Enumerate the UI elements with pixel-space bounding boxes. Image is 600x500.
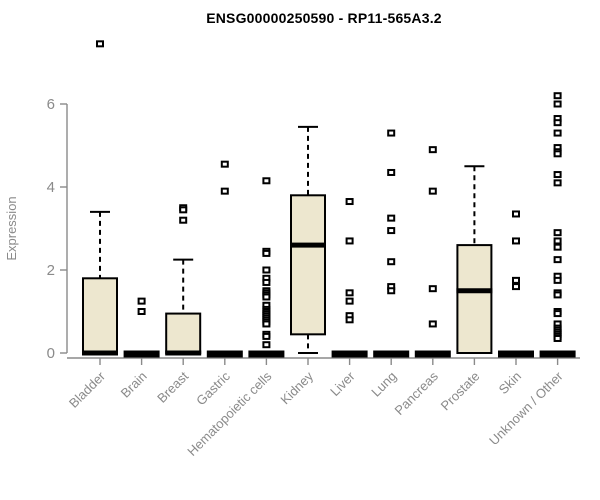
box-collapsed-liver	[331, 350, 368, 358]
outlier-gastric-1	[220, 187, 229, 195]
box-collapsed-gastric	[206, 350, 243, 358]
x-tick-label-unknown-other: Unknown / Other	[486, 368, 566, 448]
box-collapsed-skin	[498, 350, 534, 358]
outlier-skin-1	[512, 237, 520, 245]
outlier-hematopoietic-cells-0	[262, 177, 271, 185]
outlier-unknown-other-9	[553, 179, 562, 187]
box-collapsed-brain	[123, 350, 160, 358]
outlier-unknown-other-0	[553, 92, 562, 100]
median-prostate	[456, 288, 493, 294]
box-bladder	[82, 277, 118, 354]
median-kidney	[290, 242, 326, 248]
x-tick-label-bladder: Bladder	[66, 368, 109, 411]
x-tick-label-liver: Liver	[327, 368, 358, 399]
y-axis-title: Expression	[4, 196, 19, 260]
outlier-skin-3	[512, 283, 520, 291]
x-tick-label-pancreas: Pancreas	[391, 368, 441, 418]
outlier-brain-1	[137, 308, 146, 315]
outlier-bladder-0	[96, 40, 104, 48]
outlier-hematopoietic-cells-2	[262, 249, 271, 257]
outlier-unknown-other-10	[553, 229, 562, 237]
x-tick-label-breast: Breast	[154, 368, 191, 405]
outlier-lung-6	[387, 287, 396, 295]
outlier-breast-2	[179, 216, 188, 224]
outlier-lung-2	[387, 214, 396, 222]
outlier-unknown-other-7	[553, 150, 562, 158]
outlier-skin-2	[512, 276, 520, 284]
outlier-liver-3	[345, 297, 354, 305]
x-tick-label-kidney: Kidney	[277, 368, 316, 407]
outlier-liver-1	[345, 237, 354, 245]
outlier-lung-0	[387, 129, 396, 137]
y-tick-label-0: 0	[47, 345, 55, 362]
box-collapsed-pancreas	[414, 350, 451, 358]
outlier-hematopoietic-cells-18	[262, 320, 271, 328]
outlier-liver-0	[345, 198, 354, 206]
y-tick-label-2: 2	[47, 262, 55, 279]
y-tick-label-6: 6	[47, 96, 55, 113]
outlier-hematopoietic-cells-21	[262, 341, 271, 349]
x-tick-label-prostate: Prostate	[438, 369, 483, 414]
outlier-unknown-other-1	[553, 100, 562, 108]
outlier-unknown-other-26	[553, 334, 562, 342]
box-prostate	[456, 244, 493, 355]
outlier-unknown-other-8	[553, 171, 562, 179]
chart-title: ENSG00000250590 - RP11-565A3.2	[206, 10, 442, 26]
outlier-unknown-other-19	[553, 310, 562, 318]
box-collapsed-lung	[373, 350, 410, 358]
median-bladder	[82, 350, 118, 356]
outlier-unknown-other-12	[553, 243, 562, 251]
outlier-hematopoietic-cells-3	[262, 266, 271, 274]
outlier-unknown-other-3	[553, 119, 562, 127]
outlier-pancreas-1	[428, 187, 437, 195]
outlier-skin-0	[512, 210, 520, 218]
outlier-unknown-other-15	[553, 276, 562, 284]
outlier-pancreas-0	[428, 146, 437, 154]
x-tick-label-gastric: Gastric	[193, 368, 233, 408]
outlier-hematopoietic-cells-5	[262, 278, 271, 286]
y-tick-label-4: 4	[47, 179, 55, 196]
x-tick-label-brain: Brain	[118, 369, 150, 401]
outlier-unknown-other-17	[553, 291, 562, 299]
outlier-liver-2	[345, 289, 354, 297]
outlier-pancreas-3	[428, 320, 437, 328]
outlier-gastric-0	[220, 160, 229, 168]
x-tick-label-lung: Lung	[368, 369, 399, 400]
outlier-hematopoietic-cells-20	[262, 332, 271, 340]
outlier-brain-0	[137, 297, 146, 305]
median-breast	[165, 350, 202, 356]
outlier-hematopoietic-cells-9	[262, 293, 271, 301]
outlier-unknown-other-11	[553, 237, 562, 245]
outlier-pancreas-2	[428, 285, 437, 293]
box-collapsed-unknown-other	[539, 350, 576, 358]
outlier-liver-5	[345, 316, 354, 324]
box-kidney	[290, 194, 326, 336]
outlier-unknown-other-4	[553, 129, 562, 137]
outlier-lung-1	[387, 168, 396, 176]
outlier-breast-1	[179, 206, 188, 214]
box-collapsed-hematopoietic-cells	[248, 350, 285, 358]
outlier-unknown-other-13	[553, 256, 562, 264]
x-tick-label-skin: Skin	[496, 369, 524, 397]
outlier-lung-4	[387, 258, 396, 266]
box-breast	[165, 312, 202, 355]
outlier-lung-3	[387, 227, 396, 235]
